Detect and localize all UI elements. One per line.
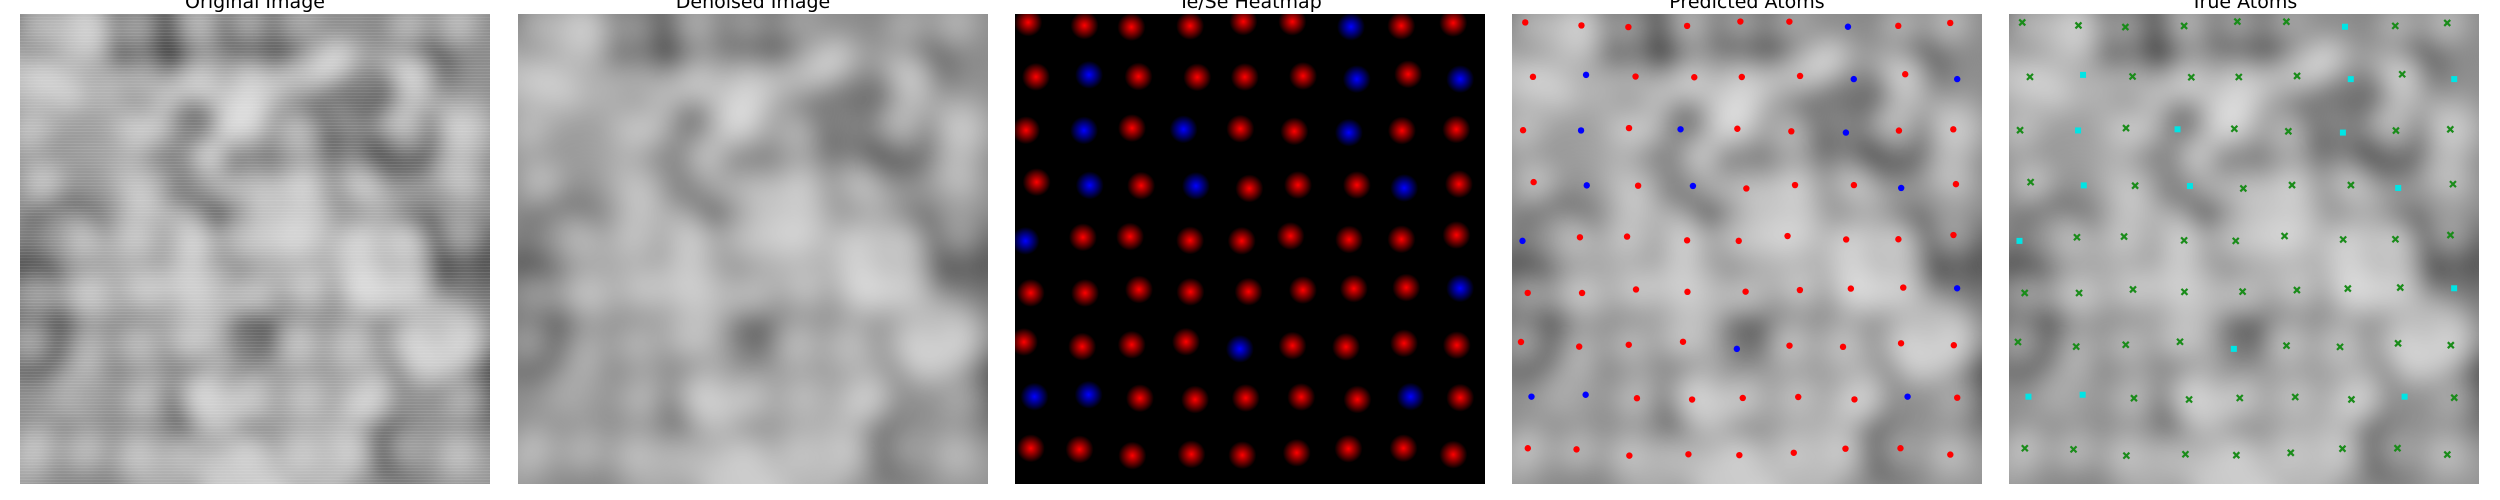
predicted-atoms-panel: Predicted Atoms xyxy=(1512,0,1982,500)
predicted-atoms-image xyxy=(1512,14,1982,484)
panel-title: Predicted Atoms xyxy=(1669,0,1825,13)
te-se-heatmap xyxy=(1015,14,1485,484)
panel-title: Original Image xyxy=(185,0,325,13)
denoised-image-panel: Denoised Image xyxy=(518,0,988,500)
original-image xyxy=(20,14,490,484)
denoised-image xyxy=(518,14,988,484)
original-image-panel: Original Image xyxy=(20,0,490,500)
panel-title: Denoised Image xyxy=(675,0,831,13)
panel-title: Te/Se Heatmap xyxy=(1178,0,1322,13)
true-atoms-panel: True Atoms xyxy=(2009,0,2479,500)
heatmap-panel: Te/Se Heatmap xyxy=(1015,0,1485,500)
true-atoms-image xyxy=(2009,14,2479,484)
panel-title: True Atoms xyxy=(2190,0,2298,13)
